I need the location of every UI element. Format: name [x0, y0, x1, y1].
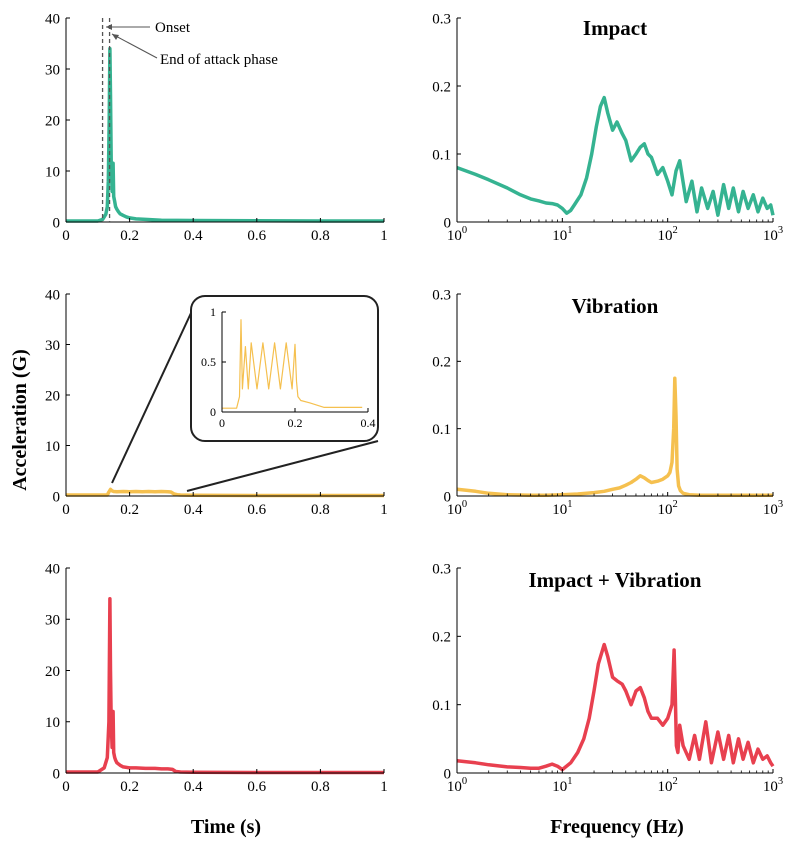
combined-freq-y-tick-label: 0 [444, 766, 452, 782]
vibration-time-series-line [66, 487, 384, 498]
vibration-inset-x-tick-label: 0.2 [288, 416, 303, 430]
impact-freq-y-tick-label: 0 [444, 215, 452, 231]
impact-freq-series-line [456, 95, 775, 217]
vibration-freq-title: Vibration [572, 294, 659, 318]
impact-freq-x-tick-label: 101 [552, 225, 572, 244]
vibration-freq-y-tick-label: 0.2 [432, 355, 451, 371]
impact-time-series-line [66, 46, 384, 223]
combined-freq-series-line [456, 642, 775, 772]
combined-time-panel: 0 10 20 30 40 0 0.2 0.4 0.6 0.8 1 [45, 561, 388, 795]
vibration-time-x-tick-label: 1 [380, 502, 388, 518]
combined-freq-x-tick-label: 101 [552, 776, 572, 795]
vibration-freq-y-tick-label: 0.1 [432, 422, 451, 438]
impact-time-x-tick-label: 0.6 [247, 228, 266, 244]
combined-time-y-tick-label: 0 [53, 766, 61, 782]
combined-time-series-line [66, 597, 384, 775]
impact-time-y-tick-label: 40 [45, 11, 60, 27]
vibration-time-y-tick-label: 30 [45, 338, 60, 354]
end-attack-label: End of attack phase [160, 52, 278, 68]
impact-time-y-tick-label: 30 [45, 62, 60, 78]
combined-time-x-tick-label: 0.4 [184, 779, 203, 795]
end-attack-arrow [111, 33, 158, 59]
combined-freq-x-tick-label: 103 [763, 776, 783, 795]
combined-freq-y-tick-label: 0.3 [432, 561, 451, 577]
impact-freq-x-tick-label: 102 [658, 225, 678, 244]
onset-arrowhead [106, 24, 112, 30]
combined-time-x-tick-label: 0.2 [120, 779, 139, 795]
vibration-time-x-tick-label: 0.6 [247, 502, 266, 518]
vibration-time-y-tick-label: 20 [45, 388, 60, 404]
vibration-inset-series-line [222, 319, 363, 409]
impact-time-x-tick-label: 0.8 [311, 228, 330, 244]
impact-time-x-tick-label: 0 [62, 228, 70, 244]
vibration-time-y-tick-label: 0 [53, 489, 61, 505]
x-axis-label-time: Time (s) [191, 816, 261, 838]
combined-freq-x-tick-label: 102 [658, 776, 678, 795]
combined-time-x-tick-label: 1 [380, 779, 388, 795]
impact-freq-x-tick-label: 100 [447, 225, 467, 244]
combined-time-y-tick-label: 20 [45, 664, 60, 680]
impact-time-x-tick-label: 1 [380, 228, 388, 244]
inset-connector-bottom [186, 440, 379, 492]
vibration-freq-series-line [456, 376, 773, 498]
combined-time-y-tick-label: 40 [45, 561, 60, 577]
impact-time-y-tick-label: 10 [45, 164, 60, 180]
vibration-time-x-tick-label: 0.8 [311, 502, 330, 518]
combined-time-y-tick-label: 30 [45, 613, 60, 629]
onset-label: Onset [155, 20, 191, 36]
vibration-inset-panel: 0 0.5 1 0 0.2 0.4 [201, 305, 376, 430]
impact-time-y-tick-label: 20 [45, 113, 60, 129]
vibration-freq-x-tick-label: 100 [447, 499, 467, 518]
vibration-time-x-tick-label: 0.2 [120, 502, 139, 518]
combined-time-x-tick-label: 0.6 [247, 779, 266, 795]
combined-freq-y-tick-label: 0.1 [432, 698, 451, 714]
combined-time-y-tick-label: 10 [45, 715, 60, 731]
vibration-inset-y-tick-label: 1 [210, 305, 216, 319]
impact-freq-title: Impact [583, 16, 647, 40]
vibration-inset-frame [111, 295, 379, 492]
vibration-time-x-tick-label: 0.4 [184, 502, 203, 518]
vibration-time-y-tick-label: 40 [45, 287, 60, 303]
impact-time-x-tick-label: 0.2 [120, 228, 139, 244]
impact-time-y-tick-label: 0 [53, 215, 61, 231]
vibration-time-x-tick-label: 0 [62, 502, 70, 518]
vibration-inset-x-tick-label: 0.4 [361, 416, 376, 430]
impact-freq-panel: 0 0.1 0.2 0.3 100 101 102 103 Impact [432, 11, 783, 244]
end-attack-arrowhead [112, 34, 119, 40]
x-axis-label-frequency: Frequency (Hz) [550, 816, 684, 838]
combined-time-x-tick-label: 0.8 [311, 779, 330, 795]
combined-freq-panel: 0 0.1 0.2 0.3 100 101 102 103 Impact + Vibration [432, 561, 783, 795]
combined-time-x-tick-label: 0 [62, 779, 70, 795]
vibration-freq-x-tick-label: 101 [552, 499, 572, 518]
impact-time-panel: 0 10 20 30 40 0 0.2 0.4 0.6 0.8 1 [45, 11, 388, 244]
combined-freq-x-tick-label: 100 [447, 776, 467, 795]
vibration-freq-x-tick-label: 103 [763, 499, 783, 518]
combined-freq-y-tick-label: 0.2 [432, 630, 451, 646]
vibration-freq-panel: 0 0.1 0.2 0.3 100 101 102 103 Vibration [432, 287, 783, 518]
impact-time-x-tick-label: 0.4 [184, 228, 203, 244]
vibration-freq-x-tick-label: 102 [658, 499, 678, 518]
inset-connector-top [111, 312, 192, 484]
impact-freq-x-tick-label: 103 [763, 225, 783, 244]
impact-freq-y-tick-label: 0.1 [432, 147, 451, 163]
vibration-inset-y-tick-label: 0.5 [201, 355, 216, 369]
vibration-freq-y-tick-label: 0 [444, 489, 452, 505]
vibration-time-y-tick-label: 10 [45, 439, 60, 455]
vibration-inset-y-tick-label: 0 [210, 405, 216, 419]
vibration-inset-x-tick-label: 0 [219, 416, 225, 430]
impact-freq-y-tick-label: 0.3 [432, 11, 451, 27]
vibration-freq-y-tick-label: 0.3 [432, 287, 451, 303]
impact-freq-y-tick-label: 0.2 [432, 79, 451, 95]
combined-freq-title: Impact + Vibration [529, 568, 702, 592]
attack-annotations: Onset End of attack phase [106, 20, 278, 68]
y-axis-label: Acceleration (G) [9, 349, 31, 491]
